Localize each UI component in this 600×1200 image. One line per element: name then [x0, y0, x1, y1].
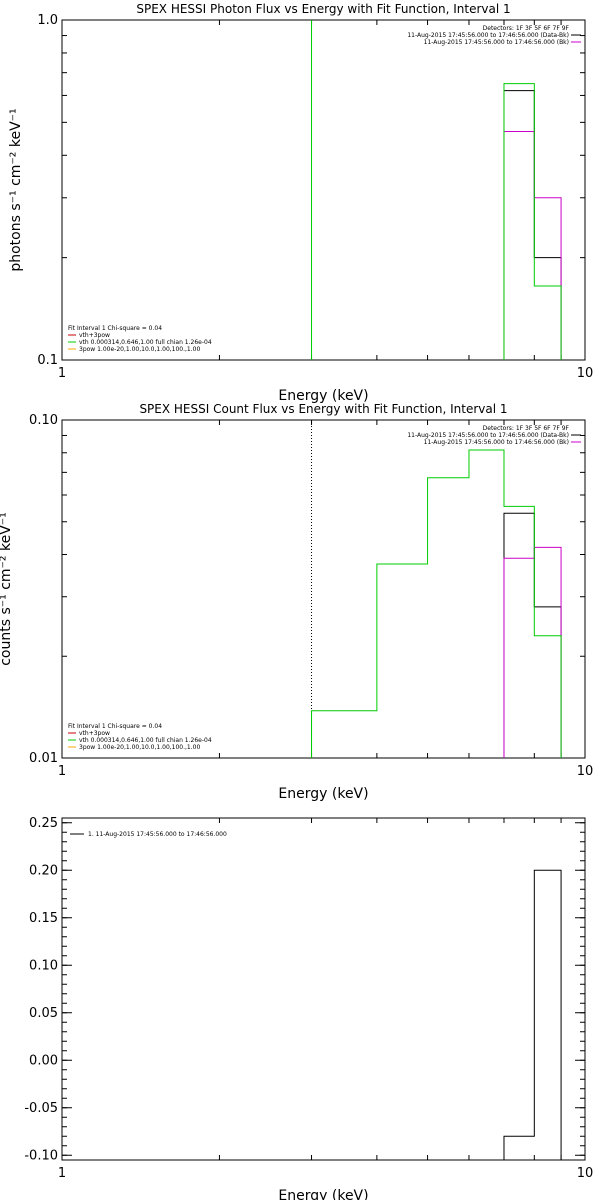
y-tick-label: 0.10	[29, 958, 58, 973]
y-tick-label: 0.1	[37, 353, 58, 368]
count-flux-panel: SPEX HESSI Count Flux vs Energy with Fit…	[0, 402, 593, 802]
y-tick-label: 1.0	[37, 13, 58, 28]
legend-text: Fit Interval 1 Chi-square = 0.04	[68, 325, 162, 332]
legend-text: 11-Aug-2015 17:45:56.000 to 17:46:56.000…	[407, 32, 569, 39]
y-tick-label: 0.25	[29, 816, 58, 831]
chart-title: SPEX HESSI Photon Flux vs Energy with Fi…	[136, 2, 510, 16]
series-model-histogram	[503, 130, 562, 360]
x-tick-label: 10	[577, 366, 594, 381]
series-fit-histogram	[311, 449, 562, 758]
legend-text: Detectors: 1F 3F 5F 6F 7F 9F	[483, 25, 570, 32]
x-axis-label: Energy (keV)	[278, 388, 368, 404]
residuals-panel: 1 10 0.25 0.20 0.15 0.10 0.05 0.00 -0.05 -0.10 Ene…	[24, 816, 593, 1200]
y-tick-label: 0.01	[29, 751, 58, 766]
x-tick-label: 1	[58, 366, 66, 381]
legend-text: 3pow 1.00e-20,1.00,10.0,1.00,100.,1.00	[79, 744, 200, 751]
x-tick-label: 1	[58, 764, 66, 779]
y-axis-label: counts s⁻¹ cm⁻² keV⁻¹	[0, 512, 14, 666]
plot-frame	[61, 419, 586, 759]
legend-text: 1. 11-Aug-2015 17:45:56.000 to 17:46:56.…	[88, 831, 227, 838]
legend-text: 3pow 1.00e-20,1.00,10.0,1.00,100.,1.00	[79, 346, 200, 353]
y-tick-label: 0.05	[29, 1006, 58, 1021]
x-tick-label: 10	[577, 1166, 594, 1181]
plot-frame	[61, 19, 586, 361]
y-tick-label: 0.15	[29, 911, 58, 926]
y-tick-label: 0.10	[29, 413, 58, 428]
chart-title: SPEX HESSI Count Flux vs Energy with Fit…	[139, 402, 507, 416]
legend-text: 11-Aug-2015 17:45:56.000 to 17:46:56.000…	[424, 439, 569, 446]
series-model-histogram	[503, 546, 562, 758]
x-axis-label: Energy (keV)	[278, 786, 368, 802]
plot-frame	[61, 817, 586, 1161]
series-fit-histogram	[503, 83, 562, 360]
legend-text: vth 0.000314,0.646,1.00 full chian 1.26e…	[79, 339, 212, 346]
legend-text: vth+3pow	[79, 730, 110, 737]
legend-text: vth 0.000314,0.646,1.00 full chian 1.26e…	[79, 737, 212, 744]
legend-text: Fit Interval 1 Chi-square = 0.04	[68, 723, 162, 730]
legend-text: vth+3pow	[79, 332, 110, 339]
legend-text: 11-Aug-2015 17:45:56.000 to 17:46:56.000…	[407, 432, 569, 439]
y-tick-label: -0.05	[24, 1101, 58, 1116]
legend-text: 11-Aug-2015 17:45:56.000 to 17:46:56.000…	[424, 39, 569, 46]
x-axis-label: Energy (keV)	[278, 1188, 368, 1200]
y-axis-label: photons s⁻¹ cm⁻² keV⁻¹	[8, 108, 24, 271]
series-data-histogram	[503, 869, 562, 1160]
x-tick-label: 1	[58, 1166, 66, 1181]
legend-text: Detectors: 1F 3F 5F 6F 7F 9F	[483, 425, 570, 432]
y-tick-label: -0.10	[24, 1148, 58, 1163]
x-tick-label: 10	[577, 764, 594, 779]
y-tick-label: 0.20	[29, 863, 58, 878]
y-tick-label: 0.00	[29, 1053, 58, 1068]
photon-flux-panel: SPEX HESSI Photon Flux vs Energy with Fi…	[8, 2, 593, 404]
